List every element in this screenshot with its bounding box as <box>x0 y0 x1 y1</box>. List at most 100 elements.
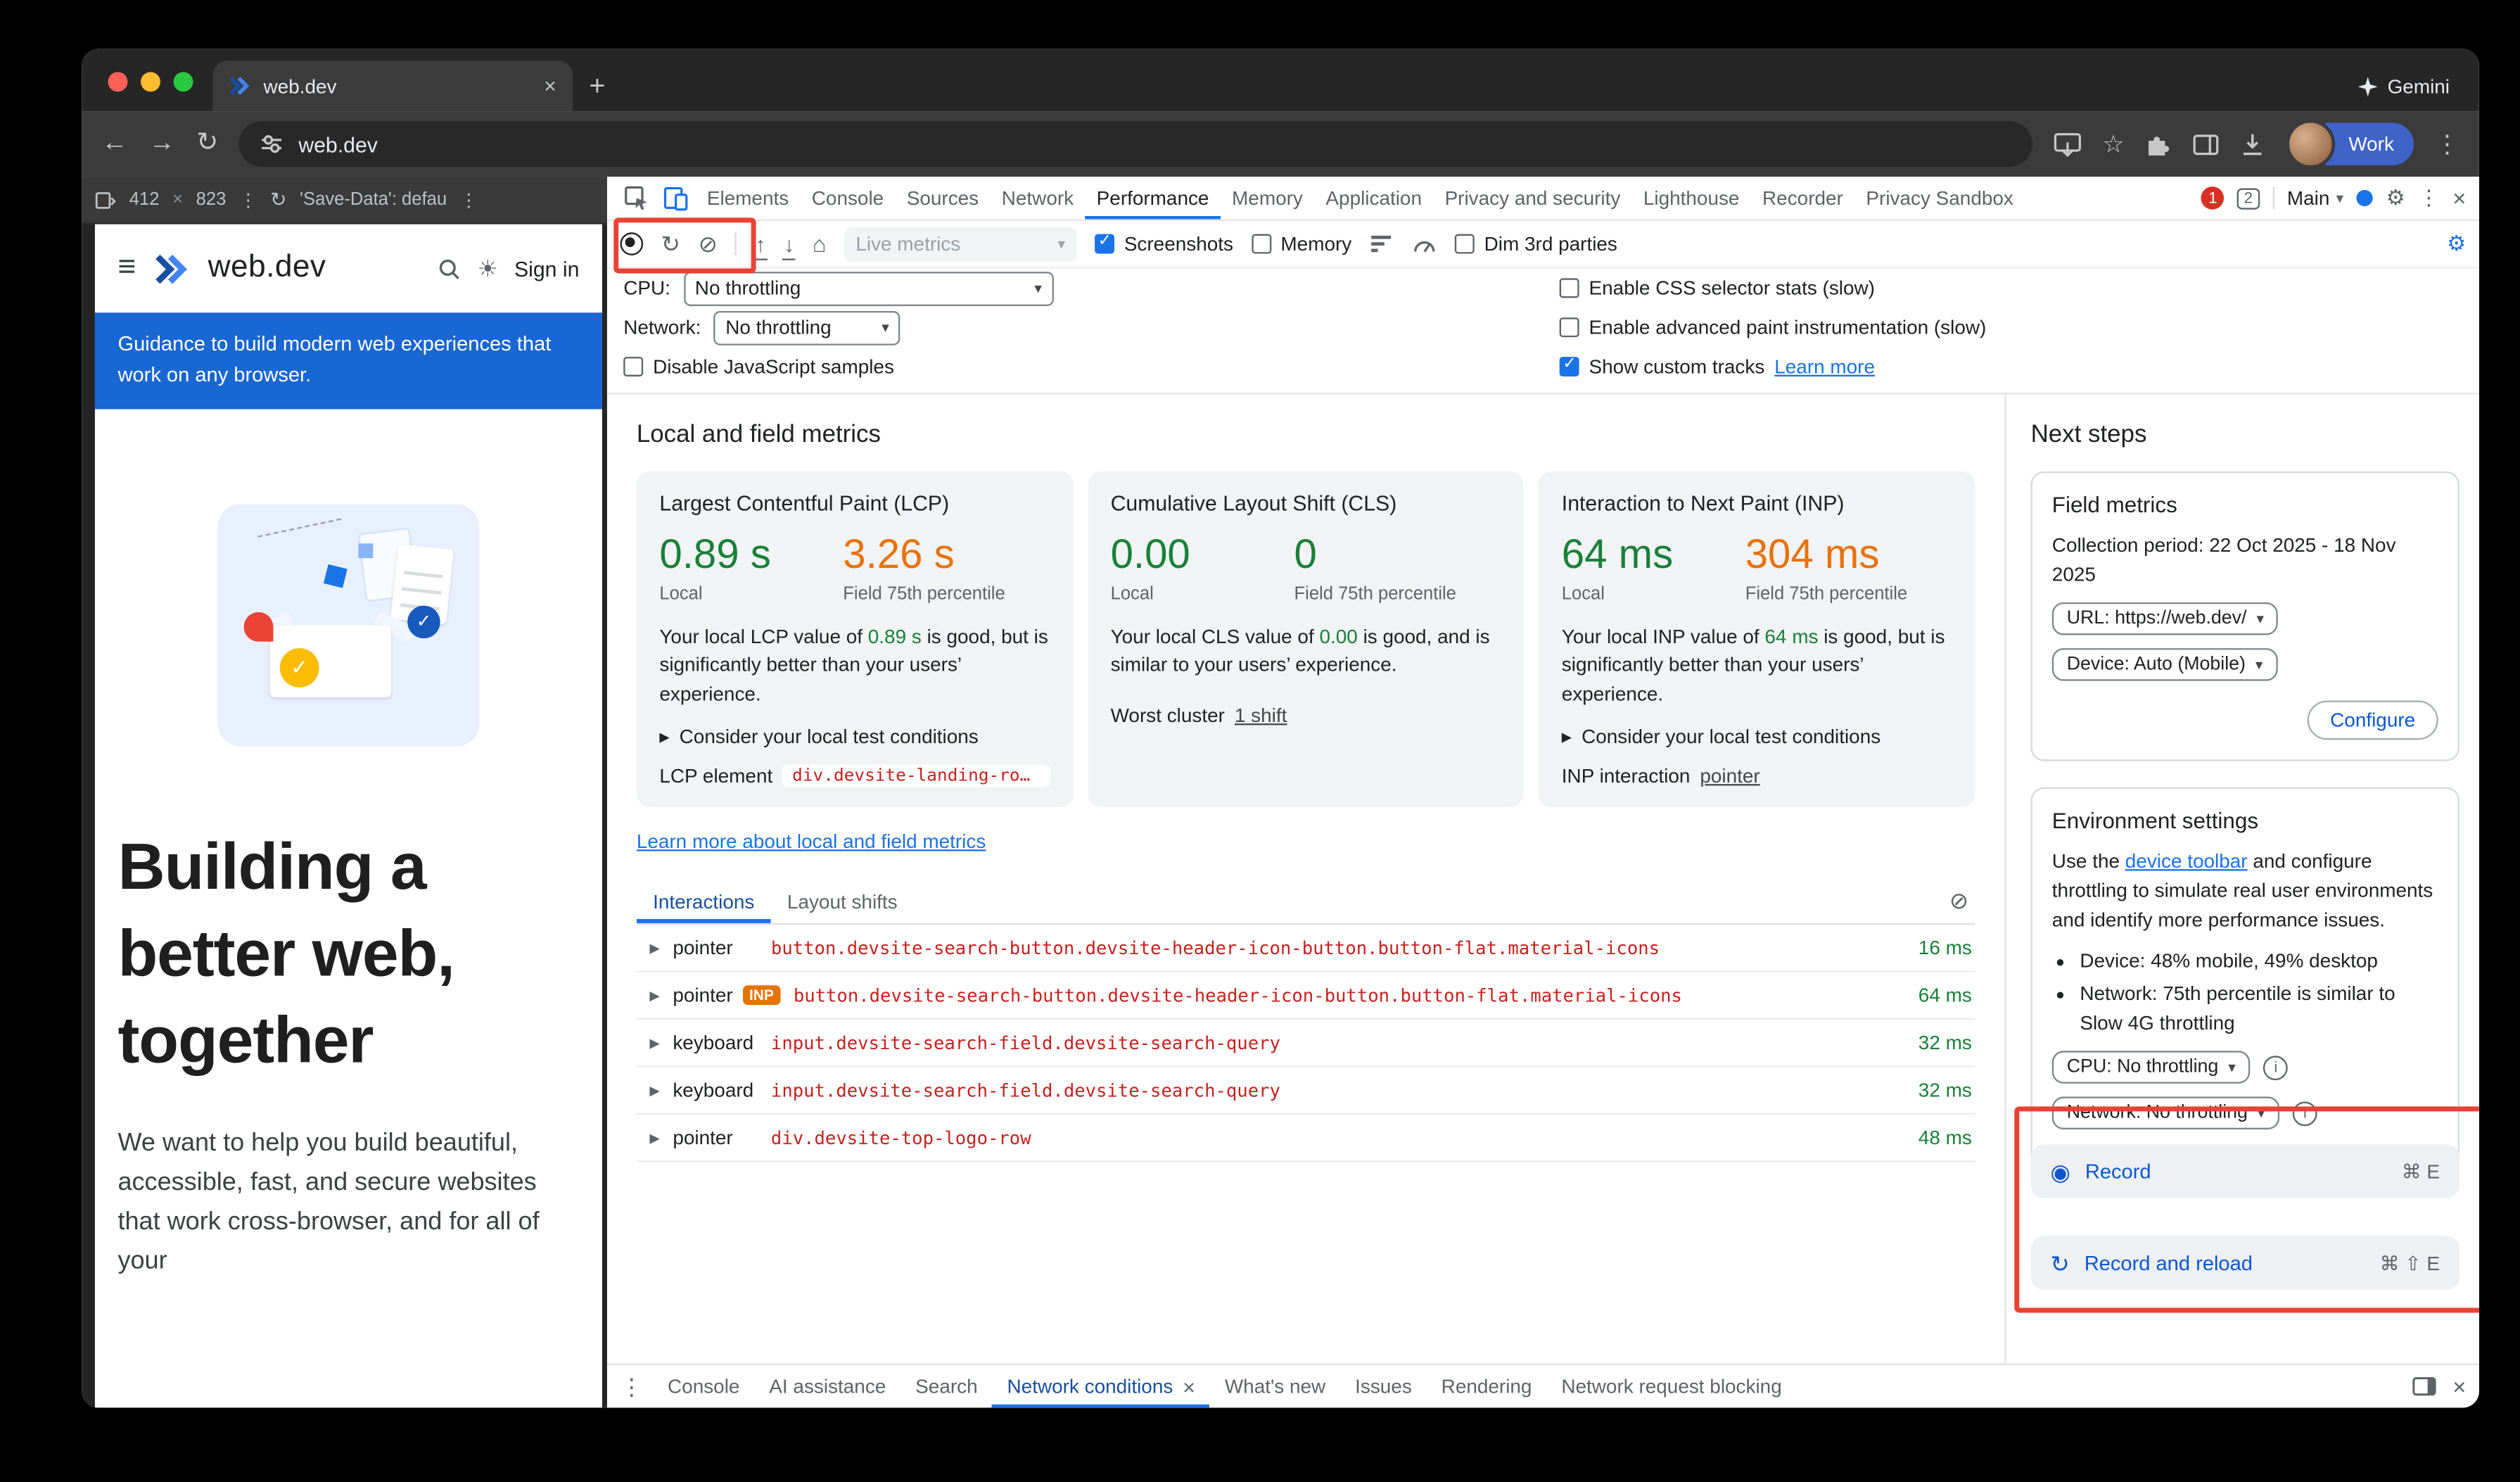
drawer-tab-network-request-blocking[interactable]: Network request blocking <box>1561 1374 1782 1398</box>
main-context-select[interactable]: Main ▾ <box>2286 186 2344 210</box>
interaction-row[interactable]: ▶ keyboard input.devsite-search-field.de… <box>636 1020 1975 1068</box>
record-reload-icon[interactable]: ↻ <box>661 230 680 258</box>
tab-privacy-sandbox[interactable]: Privacy Sandbox <box>1866 186 2013 209</box>
tab-elements[interactable]: Elements <box>706 186 789 209</box>
network-conditions-icon[interactable] <box>1370 234 1394 254</box>
info-icon[interactable]: i <box>2292 1101 2317 1126</box>
device-more-icon[interactable]: ⋮ <box>238 190 257 210</box>
expand-icon[interactable]: ▶ <box>649 988 660 1003</box>
error-count-badge[interactable]: 1 <box>2201 186 2225 210</box>
field-device-select[interactable]: Device: Auto (Mobile) ▾ <box>2051 648 2278 681</box>
drawer-tab-ai-assistance[interactable]: AI assistance <box>769 1374 886 1398</box>
drawer-tab-close-icon[interactable]: × <box>1183 1374 1195 1399</box>
interaction-row[interactable]: ▶ pointer INP button.devsite-search-butt… <box>636 973 1975 1020</box>
search-icon[interactable] <box>436 256 461 281</box>
custom-tracks-learn-more-link[interactable]: Learn more <box>1774 355 1876 379</box>
extensions-puzzle-icon[interactable] <box>2146 131 2172 157</box>
tab-privacy-security[interactable]: Privacy and security <box>1444 186 1621 209</box>
info-icon[interactable]: i <box>2263 1055 2289 1080</box>
sidebar-network-select[interactable]: Network: No throttling ▾ <box>2051 1096 2280 1130</box>
tab-interactions[interactable]: Interactions <box>637 880 771 923</box>
history-select[interactable]: Live metrics ▾ <box>844 227 1077 261</box>
paint-instrumentation-checkbox[interactable]: Enable advanced paint instrumentation (s… <box>1559 316 1986 338</box>
hamburger-menu-icon[interactable]: ≡ <box>117 250 136 285</box>
bookmark-star-icon[interactable]: ☆ <box>2102 131 2125 159</box>
device-toolbar-icon[interactable] <box>663 185 689 211</box>
record-icon[interactable] <box>620 232 644 255</box>
devtools-menu-icon[interactable]: ⋮ <box>2418 184 2440 210</box>
tab-sources[interactable]: Sources <box>906 186 979 209</box>
dock-side-icon[interactable] <box>2412 1376 2436 1396</box>
sign-in-link[interactable]: Sign in <box>514 256 580 281</box>
expand-icon[interactable]: ▶ <box>649 1130 660 1146</box>
memory-checkbox[interactable]: Memory <box>1251 232 1351 255</box>
live-metrics-home-icon[interactable]: ⌂ <box>812 230 827 258</box>
tab-recorder[interactable]: Recorder <box>1762 186 1843 209</box>
inspect-icon[interactable] <box>623 185 649 211</box>
theme-toggle-icon[interactable]: ☀ <box>477 254 498 281</box>
expand-icon[interactable]: ▶ <box>649 1035 660 1051</box>
forward-button[interactable]: → <box>148 129 175 158</box>
issues-count-badge[interactable]: 2 <box>2237 187 2260 209</box>
import-profile-icon[interactable]: ↓ <box>782 232 796 260</box>
downloads-icon[interactable] <box>2241 132 2265 156</box>
interaction-row[interactable]: ▶ pointer div.devsite-top-logo-row 48 ms <box>636 1115 1975 1163</box>
webdev-logo[interactable] <box>153 253 192 284</box>
record-button[interactable]: ◉ Record ⌘ E <box>2030 1144 2459 1198</box>
new-tab-button[interactable]: + <box>589 70 606 102</box>
show-custom-tracks-checkbox[interactable]: Show custom tracks <box>1559 355 1764 378</box>
browser-tab[interactable]: web.dev × <box>212 61 573 112</box>
field-url-select[interactable]: URL: https://web.dev/▾ <box>2051 602 2279 635</box>
capture-settings-icon[interactable]: ⚙ <box>2447 230 2467 255</box>
zoom-window-button[interactable] <box>173 72 193 92</box>
configure-button[interactable]: Configure <box>2307 700 2438 740</box>
tab-application[interactable]: Application <box>1325 186 1423 209</box>
address-bar[interactable]: web.dev <box>239 121 2032 167</box>
rotate-icon[interactable]: ↻ <box>270 188 287 212</box>
inp-interaction-link[interactable]: pointer <box>1700 764 1760 788</box>
interaction-row[interactable]: ▶ keyboard input.devsite-search-field.de… <box>636 1068 1975 1115</box>
screenshots-checkbox[interactable]: Screenshots <box>1094 232 1233 255</box>
device-width-value[interactable]: 412 <box>129 189 160 210</box>
cpu-gauge-icon[interactable] <box>1412 235 1437 253</box>
tab-lighthouse[interactable]: Lighthouse <box>1643 186 1740 209</box>
gemini-button[interactable]: Gemini <box>2357 75 2450 99</box>
cls-worst-cluster-link[interactable]: 1 shift <box>1234 703 1287 727</box>
interaction-row[interactable]: ▶ pointer button.devsite-search-button.d… <box>636 925 1975 973</box>
site-brand[interactable]: web.dev <box>208 250 326 285</box>
reload-button[interactable]: ↻ <box>196 129 219 158</box>
drawer-menu-icon[interactable]: ⋮ <box>620 1372 644 1399</box>
device-toolbar-link[interactable]: device toolbar <box>2125 849 2248 873</box>
device-menu-icon[interactable]: ⋮ <box>459 190 478 210</box>
close-window-button[interactable] <box>108 72 128 92</box>
clear-interactions-icon[interactable]: ⊘ <box>1949 887 1969 914</box>
tab-memory[interactable]: Memory <box>1232 186 1303 209</box>
save-data-select[interactable]: 'Save-Data': defau <box>300 189 447 210</box>
devtools-settings-icon[interactable]: ⚙ <box>2386 184 2405 210</box>
expand-icon[interactable]: ▶ <box>649 1083 660 1098</box>
back-button[interactable]: ← <box>101 129 128 158</box>
clear-icon[interactable]: ⊘ <box>698 230 718 258</box>
export-profile-icon[interactable]: ↑ <box>753 232 767 260</box>
tab-close-icon[interactable]: × <box>544 73 556 99</box>
browser-menu-icon[interactable]: ⋮ <box>2435 131 2459 159</box>
inp-test-conditions-expander[interactable]: ▶ Consider your local test conditions <box>1561 725 1881 749</box>
drawer-close-icon[interactable]: × <box>2452 1373 2467 1400</box>
minimize-window-button[interactable] <box>141 72 160 92</box>
css-selector-stats-checkbox[interactable]: Enable CSS selector stats (slow) <box>1559 277 1875 300</box>
metrics-learn-more-link[interactable]: Learn more about local and field metrics <box>636 830 986 854</box>
devtools-close-icon[interactable]: × <box>2452 184 2467 212</box>
lcp-test-conditions-expander[interactable]: ▶ Consider your local test conditions <box>659 725 979 749</box>
dimensions-select-icon[interactable] <box>95 191 116 209</box>
drawer-tab-console[interactable]: Console <box>668 1374 740 1398</box>
lcp-element-link[interactable]: div.devsite-landing-row-ite… <box>782 764 1050 788</box>
record-and-reload-button[interactable]: ↻ Record and reload ⌘ ⇧ E <box>2030 1236 2459 1290</box>
tab-layout-shifts[interactable]: Layout shifts <box>787 889 898 913</box>
dim-3rd-parties-checkbox[interactable]: Dim 3rd parties <box>1454 232 1617 255</box>
cast-icon[interactable] <box>2054 132 2082 157</box>
drawer-tab-whats-new[interactable]: What's new <box>1224 1374 1326 1398</box>
expand-icon[interactable]: ▶ <box>649 940 660 956</box>
drawer-tab-network-conditions[interactable]: Network conditions × <box>993 1366 1210 1407</box>
sidebar-cpu-select[interactable]: CPU: No throttling ▾ <box>2051 1051 2251 1084</box>
disable-js-samples-checkbox[interactable]: Disable JavaScript samples <box>623 355 894 378</box>
